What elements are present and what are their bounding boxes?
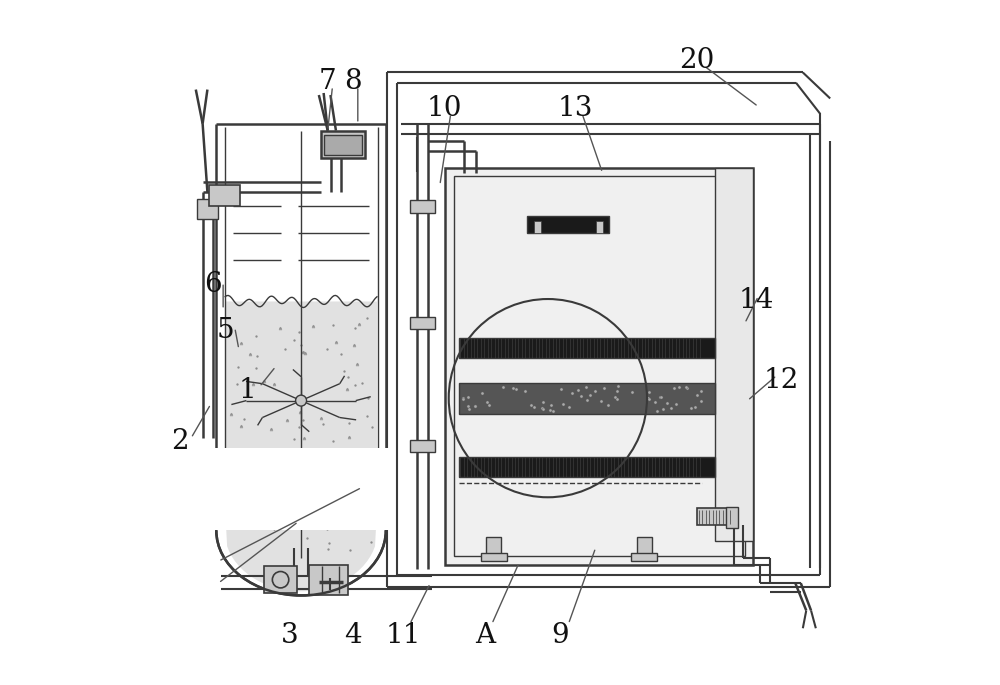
Bar: [197, 199, 218, 219]
Bar: [486, 537, 501, 558]
Bar: [459, 383, 715, 414]
Text: 20: 20: [679, 47, 715, 75]
Bar: [454, 176, 745, 556]
Bar: [410, 200, 435, 212]
Bar: [459, 338, 715, 358]
Text: 1: 1: [238, 377, 256, 404]
Text: 11: 11: [385, 621, 421, 649]
Text: 14: 14: [739, 286, 774, 314]
Bar: [410, 316, 435, 329]
Bar: [264, 566, 297, 593]
Text: 4: 4: [344, 621, 362, 649]
Bar: [309, 564, 348, 595]
Text: 12: 12: [764, 366, 799, 394]
Text: 9: 9: [551, 621, 569, 649]
Bar: [726, 507, 738, 528]
Bar: [715, 169, 753, 540]
Bar: [527, 216, 609, 233]
Text: 13: 13: [558, 95, 593, 122]
Bar: [410, 440, 435, 452]
Bar: [596, 221, 603, 233]
Text: 7: 7: [319, 68, 337, 95]
Bar: [324, 136, 362, 155]
Bar: [637, 537, 652, 558]
Text: A: A: [475, 621, 495, 649]
Bar: [631, 553, 657, 561]
Bar: [697, 508, 734, 525]
Bar: [459, 457, 715, 477]
Text: 8: 8: [344, 68, 362, 95]
Bar: [209, 185, 240, 206]
Text: 3: 3: [281, 621, 298, 649]
Bar: [481, 553, 507, 561]
Polygon shape: [225, 301, 377, 591]
Circle shape: [296, 395, 307, 406]
Text: 2: 2: [171, 428, 189, 455]
Bar: [213, 449, 389, 530]
Bar: [445, 169, 753, 564]
Bar: [534, 221, 541, 233]
Text: 10: 10: [426, 95, 462, 122]
Text: 5: 5: [216, 316, 234, 344]
Circle shape: [272, 571, 289, 588]
Bar: [321, 131, 365, 158]
Text: 6: 6: [204, 271, 222, 298]
